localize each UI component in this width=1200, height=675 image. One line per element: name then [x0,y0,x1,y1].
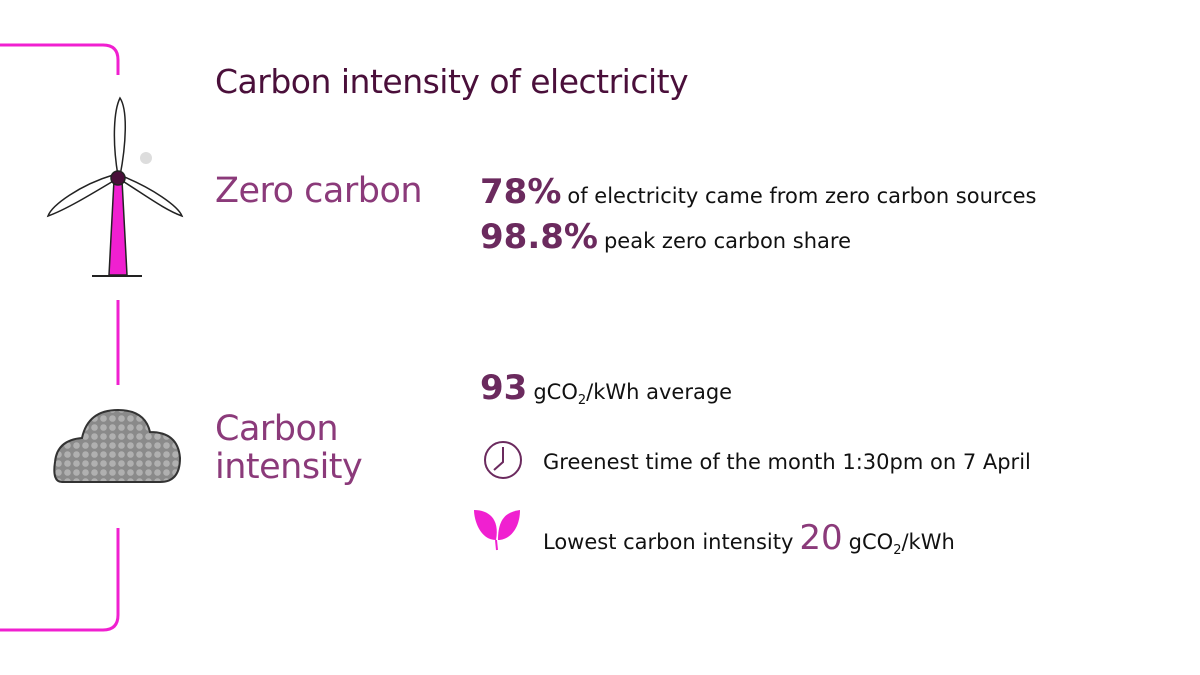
unit: gCO [848,530,894,554]
unit-subscript: 2 [893,543,902,559]
section-label: Zero carbon [215,171,423,211]
wind-turbine-icon [46,96,184,277]
stat-line: 98.8% peak zero carbon share [480,217,851,257]
stat-text: peak zero carbon share [603,229,851,253]
stat-text: Greenest time of the month 1:30pm on 7 A… [543,450,1031,474]
bracket [0,43,120,75]
title: Carbon intensity of electricity [215,62,689,101]
unit: gCO [533,380,578,404]
leaf-icon [474,510,520,551]
stat-line: 78% of electricity came from zero carbon … [480,172,1037,212]
stat-value: 93 [480,368,528,408]
unit: /kWh average [586,380,733,404]
stat-text: Lowest carbon intensity [543,530,794,554]
stat-line: 93 gCO2/kWh average [480,368,732,408]
unit-subscript: 2 [577,393,587,409]
section-label: Carbon intensity [215,409,363,487]
stat-line: Lowest carbon intensity 20 gCO2/kWh [543,518,955,558]
bracket [0,528,120,632]
cloud-icon [53,408,182,483]
stat-value: 78% [480,172,562,212]
stat-text: of electricity came from zero carbon sou… [567,184,1037,208]
stat-value: 98.8% [480,217,598,257]
stat-value: 20 [799,518,843,558]
unit: /kWh [901,530,955,554]
clock-icon [484,441,522,479]
